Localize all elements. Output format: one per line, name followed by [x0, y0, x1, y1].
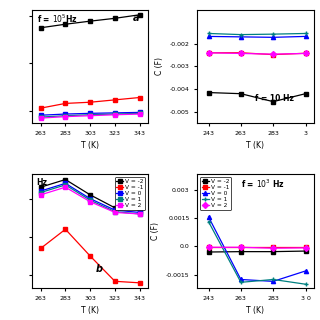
Y-axis label: C (F): C (F) [155, 57, 164, 76]
V = 0 [138, 211, 142, 214]
Line: V = 1: V = 1 [206, 220, 308, 286]
Line: V = 0: V = 0 [206, 215, 308, 284]
V = -2 [207, 250, 211, 254]
V = -2 [63, 178, 67, 181]
V = -1 [88, 254, 92, 258]
V = -2 [39, 185, 43, 189]
V = 2 [63, 185, 67, 189]
V = -1 [138, 281, 142, 285]
V = -2 [271, 250, 275, 253]
Text: f = $10^3$ Hz: f = $10^3$ Hz [242, 178, 285, 190]
V = 0 [207, 215, 211, 219]
V = 1 [207, 220, 211, 224]
Text: Hz: Hz [37, 178, 48, 187]
V = 0 [88, 197, 92, 201]
V = 0 [271, 279, 275, 283]
V = -1 [113, 279, 117, 283]
V = -2 [239, 250, 243, 253]
V = 1 [239, 280, 243, 284]
Text: a: a [132, 13, 139, 23]
Line: V = 0: V = 0 [39, 181, 142, 214]
V = -2 [113, 206, 117, 210]
X-axis label: T (K): T (K) [81, 306, 99, 315]
Y-axis label: C (F): C (F) [151, 222, 160, 240]
V = 2 [39, 193, 43, 197]
V = 1 [63, 183, 67, 187]
V = -2 [304, 249, 308, 253]
Text: f = $10^5$Hz: f = $10^5$Hz [37, 13, 78, 25]
V = 1 [138, 212, 142, 216]
V = 0 [304, 269, 308, 273]
Line: V = -1: V = -1 [206, 245, 308, 249]
V = -2 [138, 208, 142, 212]
V = 1 [88, 198, 92, 202]
X-axis label: T (K): T (K) [81, 141, 99, 150]
V = -1 [271, 245, 275, 249]
Line: V = -1: V = -1 [39, 227, 142, 285]
V = 0 [63, 181, 67, 185]
V = -1 [304, 245, 308, 249]
Line: V = 1: V = 1 [39, 183, 142, 216]
X-axis label: T (K): T (K) [246, 306, 264, 315]
Line: V = -2: V = -2 [206, 249, 308, 254]
V = 1 [39, 191, 43, 195]
V = 2 [138, 212, 142, 216]
Line: V = 2: V = 2 [39, 185, 142, 216]
V = 0 [113, 208, 117, 212]
V = -1 [239, 245, 243, 249]
V = -1 [63, 227, 67, 231]
Legend: V = -2, V = -1, V = 0, V = 1, V = 2: V = -2, V = -1, V = 0, V = 1, V = 2 [115, 177, 146, 210]
Line: V = -2: V = -2 [39, 178, 142, 212]
V = 1 [113, 210, 117, 213]
V = -2 [88, 193, 92, 197]
V = 2 [207, 245, 211, 249]
V = 2 [271, 246, 275, 250]
V = 2 [239, 245, 243, 249]
V = -1 [207, 245, 211, 249]
X-axis label: T (K): T (K) [246, 141, 264, 150]
V = 2 [304, 246, 308, 250]
Text: f = 10 Hz: f = 10 Hz [255, 94, 294, 103]
V = 2 [88, 200, 92, 204]
V = -1 [39, 246, 43, 250]
Line: V = 2: V = 2 [206, 245, 308, 250]
V = 1 [304, 282, 308, 286]
V = 1 [271, 277, 275, 281]
V = 0 [39, 189, 43, 193]
V = 0 [239, 277, 243, 281]
V = 2 [113, 211, 117, 214]
Legend: V = -2, V = -1, V = 0, V = 1, V = 2: V = -2, V = -1, V = 0, V = 1, V = 2 [200, 177, 231, 210]
Text: b: b [96, 264, 103, 274]
